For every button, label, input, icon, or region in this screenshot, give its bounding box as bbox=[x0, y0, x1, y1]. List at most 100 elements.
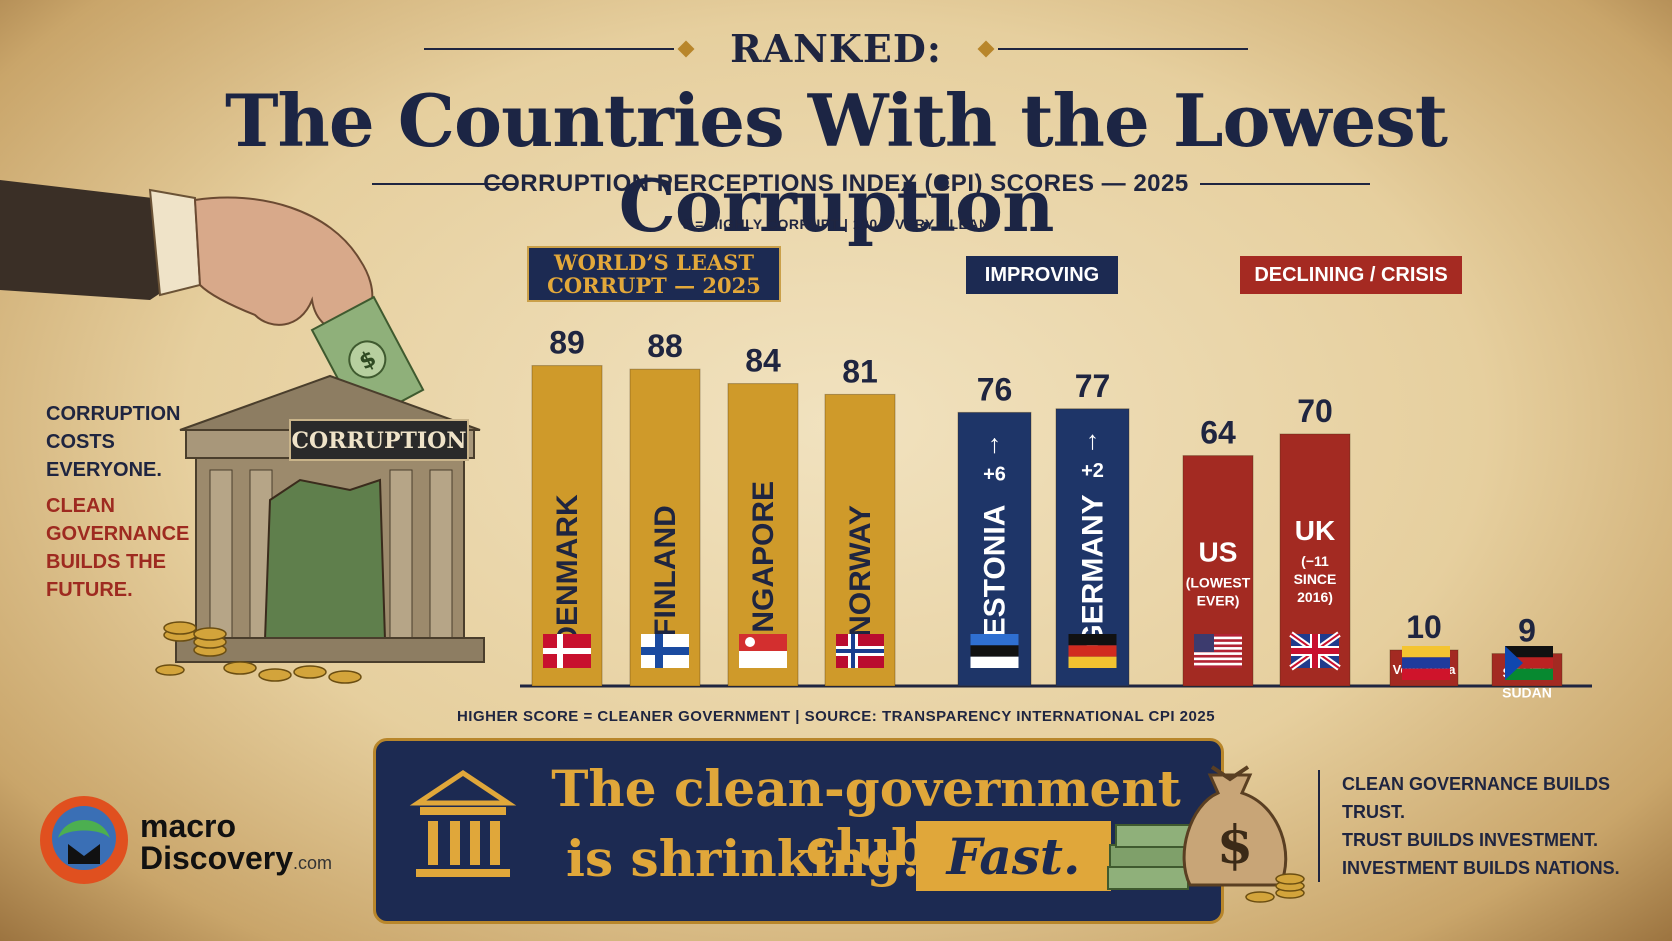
bar-value-label: 81 bbox=[842, 353, 878, 389]
bar-value-label: 64 bbox=[1200, 415, 1236, 451]
bar bbox=[629, 368, 701, 687]
flag-part bbox=[1194, 660, 1242, 663]
flag-part bbox=[745, 637, 755, 647]
left-note-costs: CORRUPTION COSTS EVERYONE. bbox=[46, 403, 181, 481]
right-note-line3: INVESTMENT BUILDS NATIONS. bbox=[1342, 858, 1620, 878]
kicker-rule-left bbox=[424, 48, 674, 50]
banner-emphasis: Fast. bbox=[916, 821, 1111, 891]
logo-word-discovery: Discovery.com bbox=[140, 842, 332, 879]
bar-group-denmark: 89 DENMARK bbox=[531, 325, 603, 687]
scale-note: 0 = HIGHLY CORRUPT | 100 = VERY CLEAN bbox=[682, 216, 990, 232]
svg-text:$: $ bbox=[1217, 815, 1253, 876]
bar-value-label: 70 bbox=[1297, 393, 1333, 429]
bank-icon bbox=[409, 769, 517, 877]
bar-group-finland: 88 FINLAND bbox=[629, 328, 701, 687]
flag-part bbox=[970, 656, 1019, 668]
flag-part bbox=[1194, 654, 1242, 658]
corruption-illustration: $ CORRUPTION bbox=[0, 180, 485, 684]
logo-suffix: .com bbox=[292, 853, 332, 873]
building-base bbox=[175, 637, 485, 663]
bar-category-label: US bbox=[1199, 537, 1238, 568]
group-label-least-line1: WORLD’S LEAST bbox=[554, 250, 754, 275]
flag-part bbox=[1402, 668, 1450, 680]
kicker: RANKED: bbox=[730, 26, 942, 71]
flag-part bbox=[1194, 634, 1242, 637]
logo-word-discovery-main: Discovery bbox=[140, 840, 293, 876]
group-label-least-line2: CORRUPT — 2025 bbox=[547, 273, 761, 298]
bar-change-label: +6 bbox=[983, 463, 1006, 485]
bar-group-us: 64 US (LOWEST EVER) bbox=[1182, 415, 1254, 687]
subtitle-rule-right bbox=[1200, 183, 1370, 185]
bar-group-south-sudan: 9SOUTHSUDAN bbox=[1491, 613, 1563, 701]
flag-part bbox=[1194, 649, 1242, 653]
flag-part bbox=[1194, 634, 1214, 652]
bar-group-estonia: 76 ESTONIA ↑ +6 bbox=[957, 371, 1032, 687]
bar-change-label: +2 bbox=[1081, 460, 1104, 482]
flag-part bbox=[1194, 639, 1242, 642]
flag-part bbox=[836, 649, 884, 653]
bar-value-label: 89 bbox=[549, 325, 585, 361]
flag-part bbox=[1291, 648, 1339, 654]
bar-value-label: 76 bbox=[977, 371, 1013, 407]
bar-category-label: NORWAY bbox=[844, 505, 877, 637]
macrodiscovery-logo-icon bbox=[40, 796, 128, 884]
bar-note-label: 2016) bbox=[1297, 589, 1333, 605]
bar-value-label: 88 bbox=[647, 328, 683, 364]
arrow-up-icon: ↑ bbox=[1086, 425, 1099, 455]
group-label-declining: DECLINING / CRISIS bbox=[1240, 256, 1462, 294]
group-label-least-corrupt: WORLD’S LEAST CORRUPT — 2025 bbox=[527, 246, 781, 302]
sleeve-shape bbox=[0, 180, 180, 300]
bar-group-germany: 77 GERMANY ↑ +2 bbox=[1055, 368, 1130, 687]
bar-note-label: (−11 bbox=[1301, 553, 1329, 569]
page-title: The Countries With the Lowest Corruption bbox=[224, 78, 1448, 248]
flag-part bbox=[1068, 656, 1117, 668]
bar-note-label: SINCE bbox=[1294, 571, 1337, 587]
flag-part bbox=[1068, 634, 1117, 646]
flag-part bbox=[1505, 646, 1553, 658]
cash-stack-icon bbox=[1107, 824, 1197, 890]
flag-part bbox=[1505, 668, 1553, 680]
flag-part bbox=[1194, 665, 1242, 668]
bar-category-label: FINLAND bbox=[649, 505, 682, 637]
bar-category-label: UK bbox=[1295, 515, 1335, 546]
bar-value-label: 10 bbox=[1406, 609, 1442, 645]
flag-part bbox=[970, 634, 1019, 646]
coin-pile-icon bbox=[155, 621, 362, 684]
flag-part bbox=[1402, 657, 1450, 669]
flag-part bbox=[739, 651, 787, 668]
flag-part bbox=[1068, 645, 1117, 657]
arrow-up-icon: ↑ bbox=[988, 428, 1001, 458]
flag-part bbox=[1505, 657, 1553, 669]
chart-source-note: HIGHER SCORE = CLEANER GOVERNMENT | SOUR… bbox=[456, 708, 1216, 725]
bar-note-label: EVER) bbox=[1197, 593, 1240, 609]
bar-category-label: DENMARK bbox=[551, 494, 584, 648]
right-note-line1: CLEAN GOVERNANCE BUILDS TRUST. bbox=[1342, 774, 1611, 822]
bar-value-label: 84 bbox=[745, 343, 781, 379]
right-note: CLEAN GOVERNANCE BUILDS TRUST. TRUST BUI… bbox=[1318, 770, 1672, 882]
flag-part bbox=[641, 647, 689, 655]
flag-part bbox=[970, 645, 1019, 657]
flag-part bbox=[1194, 644, 1242, 648]
bar-category-label: SINGAPORE bbox=[747, 481, 780, 661]
bar-group-singapore: 84 SINGAPORE bbox=[727, 343, 799, 687]
right-note-line2: TRUST BUILDS INVESTMENT. bbox=[1342, 830, 1599, 850]
money-bag-icon: $ bbox=[1107, 765, 1305, 903]
flag-part bbox=[543, 648, 591, 654]
left-note-clean: CLEAN GOVERNANCE BUILDS THE FUTURE. bbox=[46, 495, 190, 601]
building-sign-text: CORRUPTION bbox=[292, 428, 467, 454]
flag-part bbox=[1402, 646, 1450, 658]
bar-group-uk: 70 UK (−11 SINCE 2016) bbox=[1279, 393, 1351, 687]
building-sign bbox=[289, 419, 469, 461]
corruption-building: CORRUPTION bbox=[175, 374, 485, 663]
bar-category-label: SUDAN bbox=[1502, 685, 1552, 701]
bar-group-norway: 81 NORWAY bbox=[824, 353, 896, 687]
subtitle-rule-left bbox=[372, 183, 518, 185]
bar-category-label: GERMANY bbox=[1077, 494, 1110, 647]
banner-line1: The clean-government club bbox=[551, 759, 1181, 877]
bar bbox=[531, 365, 603, 687]
bars-layer: 89 DENMARK 88 FINLAND 84 SINGAPORE 81 NORWAY 76 E… bbox=[531, 325, 1563, 701]
chart-subtitle: CORRUPTION PERCEPTIONS INDEX (CPI) SCORE… bbox=[483, 170, 1189, 197]
cpi-bar-chart: 89 DENMARK 88 FINLAND 84 SINGAPORE 81 NORWAY 76 E… bbox=[520, 325, 1592, 701]
banner-line2: is shrinking. bbox=[566, 829, 920, 888]
